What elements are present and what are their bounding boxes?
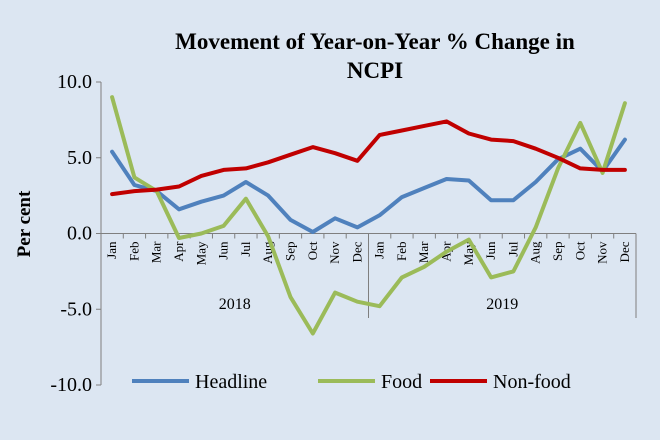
x-tick-labels: Jan Feb Mar Apr May Jun Jul Aug Sep Oct Nov Dec Jan F… [104, 241, 632, 266]
x-tick-label: Jul [238, 241, 253, 257]
year-group-label: 2019 [486, 296, 518, 313]
year-group-label: 2018 [219, 296, 251, 313]
y-axis-label: Per cent [14, 190, 35, 257]
y-tick-label: -5.0 [60, 298, 92, 320]
legend-label-non-food: Non-food [493, 371, 571, 393]
x-tick-label: Dec [617, 241, 632, 262]
x-tick-label: Feb [126, 242, 141, 262]
x-tick-label: Mar [149, 241, 164, 263]
series-line-headline [110, 137, 627, 234]
x-tick-label: Jan [104, 241, 119, 259]
x-tick-label: Oct [572, 241, 587, 260]
x-tick-label: Jul [505, 241, 520, 257]
legend-label-headline: Headline [195, 371, 267, 393]
x-tick-label: May [193, 241, 208, 265]
year-group-labels: 2018 2019 [100, 233, 637, 318]
data-series [110, 95, 627, 336]
x-tick-label: Sep [282, 242, 297, 262]
y-tick-label: 10.0 [57, 71, 92, 93]
series-line-non-food [110, 119, 627, 197]
chart-title-line-1: Movement of Year-on-Year % Change in [175, 29, 575, 54]
legend-label-food: Food [381, 371, 422, 393]
x-tick-label: Nov [595, 241, 610, 264]
chart-title-line-2: NCPI [347, 58, 403, 83]
x-tick-label: Oct [305, 241, 320, 260]
x-tick-label: Jun [216, 241, 231, 260]
x-tick-label: Mar [416, 241, 431, 263]
y-tick-labels: 10.0 5.0 0.0 -5.0 -10.0 [50, 71, 92, 396]
x-tick-label: Dec [349, 241, 364, 262]
x-tick-label: Jun [483, 241, 498, 260]
y-tick-label: 0.0 [67, 223, 92, 245]
x-tick-label: Apr [171, 241, 186, 262]
legend: Headline Food Non-food [132, 371, 571, 393]
series-line-food [110, 95, 627, 336]
x-tick-label: Aug [528, 241, 543, 264]
y-tick-label: -10.0 [50, 374, 92, 396]
x-tick-label: Jan [372, 241, 387, 259]
y-tick-label: 5.0 [67, 147, 92, 169]
x-tick-label: Feb [394, 242, 409, 262]
x-tick-label: Sep [550, 242, 565, 262]
x-tick-label: Nov [327, 241, 342, 264]
